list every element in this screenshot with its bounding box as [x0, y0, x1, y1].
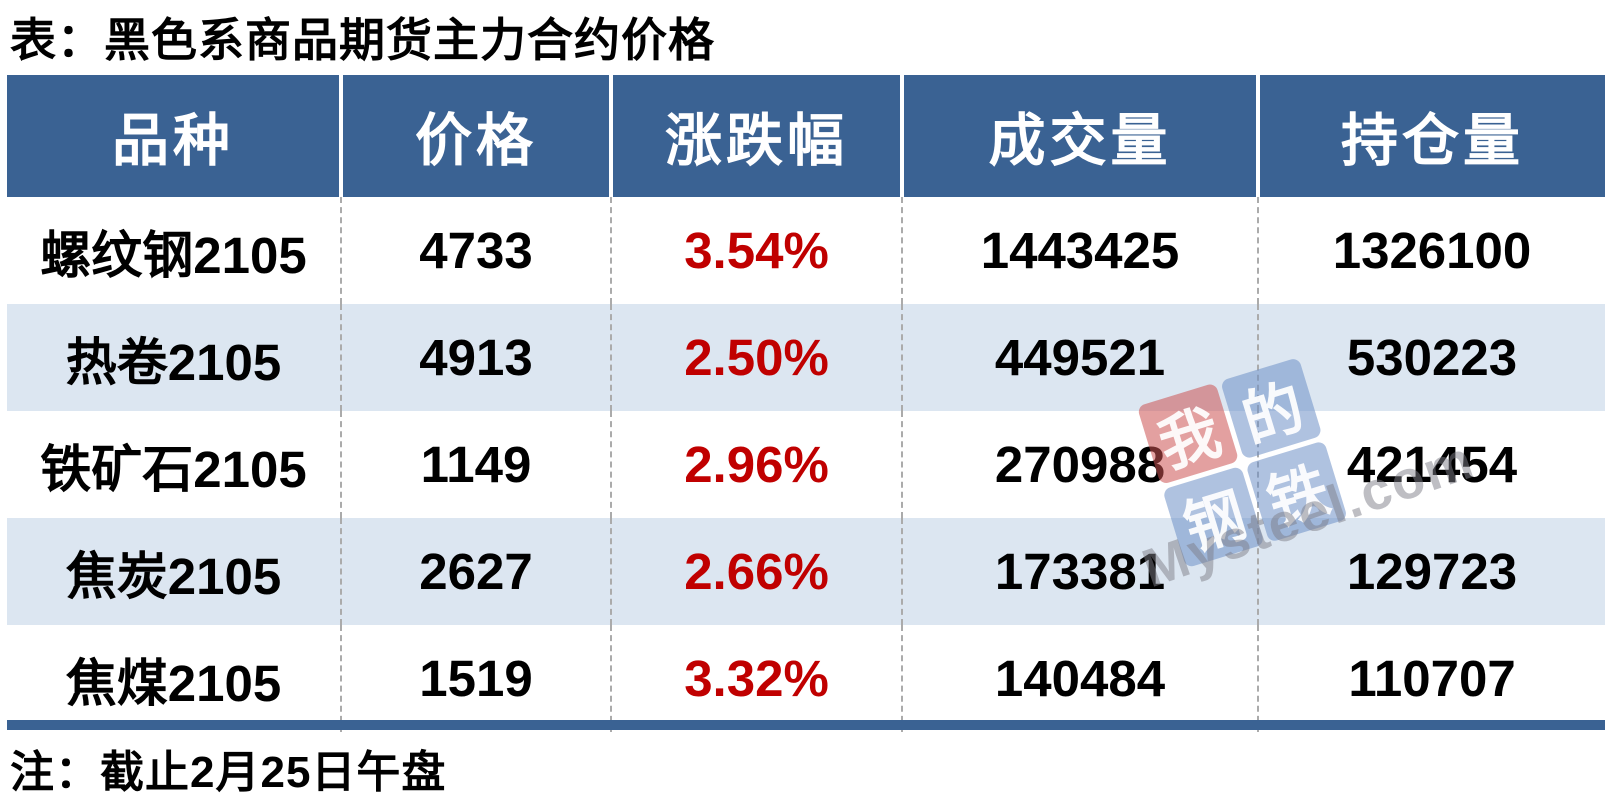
cell-volume: 140484	[901, 625, 1258, 732]
table-bottom-rule	[7, 720, 1605, 730]
table-row: 螺纹钢2105 4733 3.54% 1443425 1326100	[7, 197, 1605, 304]
cell-variety: 铁矿石2105	[40, 440, 307, 498]
table-row: 焦炭2105 2627 2.66% 173381 129723	[7, 518, 1605, 625]
page-title: 表：黑色系商品期货主力合约价格	[10, 14, 715, 66]
cell-volume: 173381	[901, 518, 1258, 625]
cell-open-interest: 129723	[1257, 518, 1605, 625]
footnote: 注：截止2月25日午盘	[10, 748, 447, 797]
cell-price: 4733	[340, 197, 611, 304]
cell-open-interest: 1326100	[1257, 197, 1605, 304]
cell-open-interest: 110707	[1257, 625, 1605, 732]
cell-variety: 热卷2105	[7, 304, 341, 411]
column-header-variety: 品种	[7, 75, 341, 197]
cell-variety: 焦炭2105	[7, 518, 341, 625]
cell-change: 2.66%	[610, 518, 902, 625]
cell-price: 1149	[340, 411, 611, 518]
cell-price: 1519	[340, 625, 611, 732]
cell-change: 2.96%	[610, 411, 902, 518]
cell-change: 3.32%	[610, 625, 902, 732]
column-header-open-interest: 持仓量	[1256, 75, 1605, 197]
cell-change: 2.50%	[610, 304, 902, 411]
table-row: 热卷2105 4913 2.50% 449521 530223	[7, 304, 1605, 411]
cell-open-interest: 421454	[1257, 411, 1605, 518]
column-header-volume: 成交量	[900, 75, 1258, 197]
table-row: 焦煤2105 1519 3.32% 140484 110707	[7, 625, 1605, 732]
cell-variety: 焦煤2105	[65, 654, 282, 712]
cell-volume: 1443425	[901, 197, 1258, 304]
cell-volume: 449521	[901, 304, 1258, 411]
cell-price: 4913	[340, 304, 611, 411]
futures-price-table: 品种 价格 涨跌幅 成交量 持仓量 螺纹钢2105 4733 3.54% 144…	[7, 75, 1605, 732]
table-row: 铁矿石2105 1149 2.96% 270988 421454	[7, 411, 1605, 518]
column-header-change: 涨跌幅	[609, 75, 902, 197]
column-header-price: 价格	[339, 75, 611, 197]
cell-variety: 螺纹钢2105	[40, 226, 307, 284]
table-header-row: 品种 价格 涨跌幅 成交量 持仓量	[7, 75, 1605, 197]
cell-price: 2627	[340, 518, 611, 625]
cell-open-interest: 530223	[1257, 304, 1605, 411]
cell-change: 3.54%	[610, 197, 902, 304]
cell-volume: 270988	[901, 411, 1258, 518]
